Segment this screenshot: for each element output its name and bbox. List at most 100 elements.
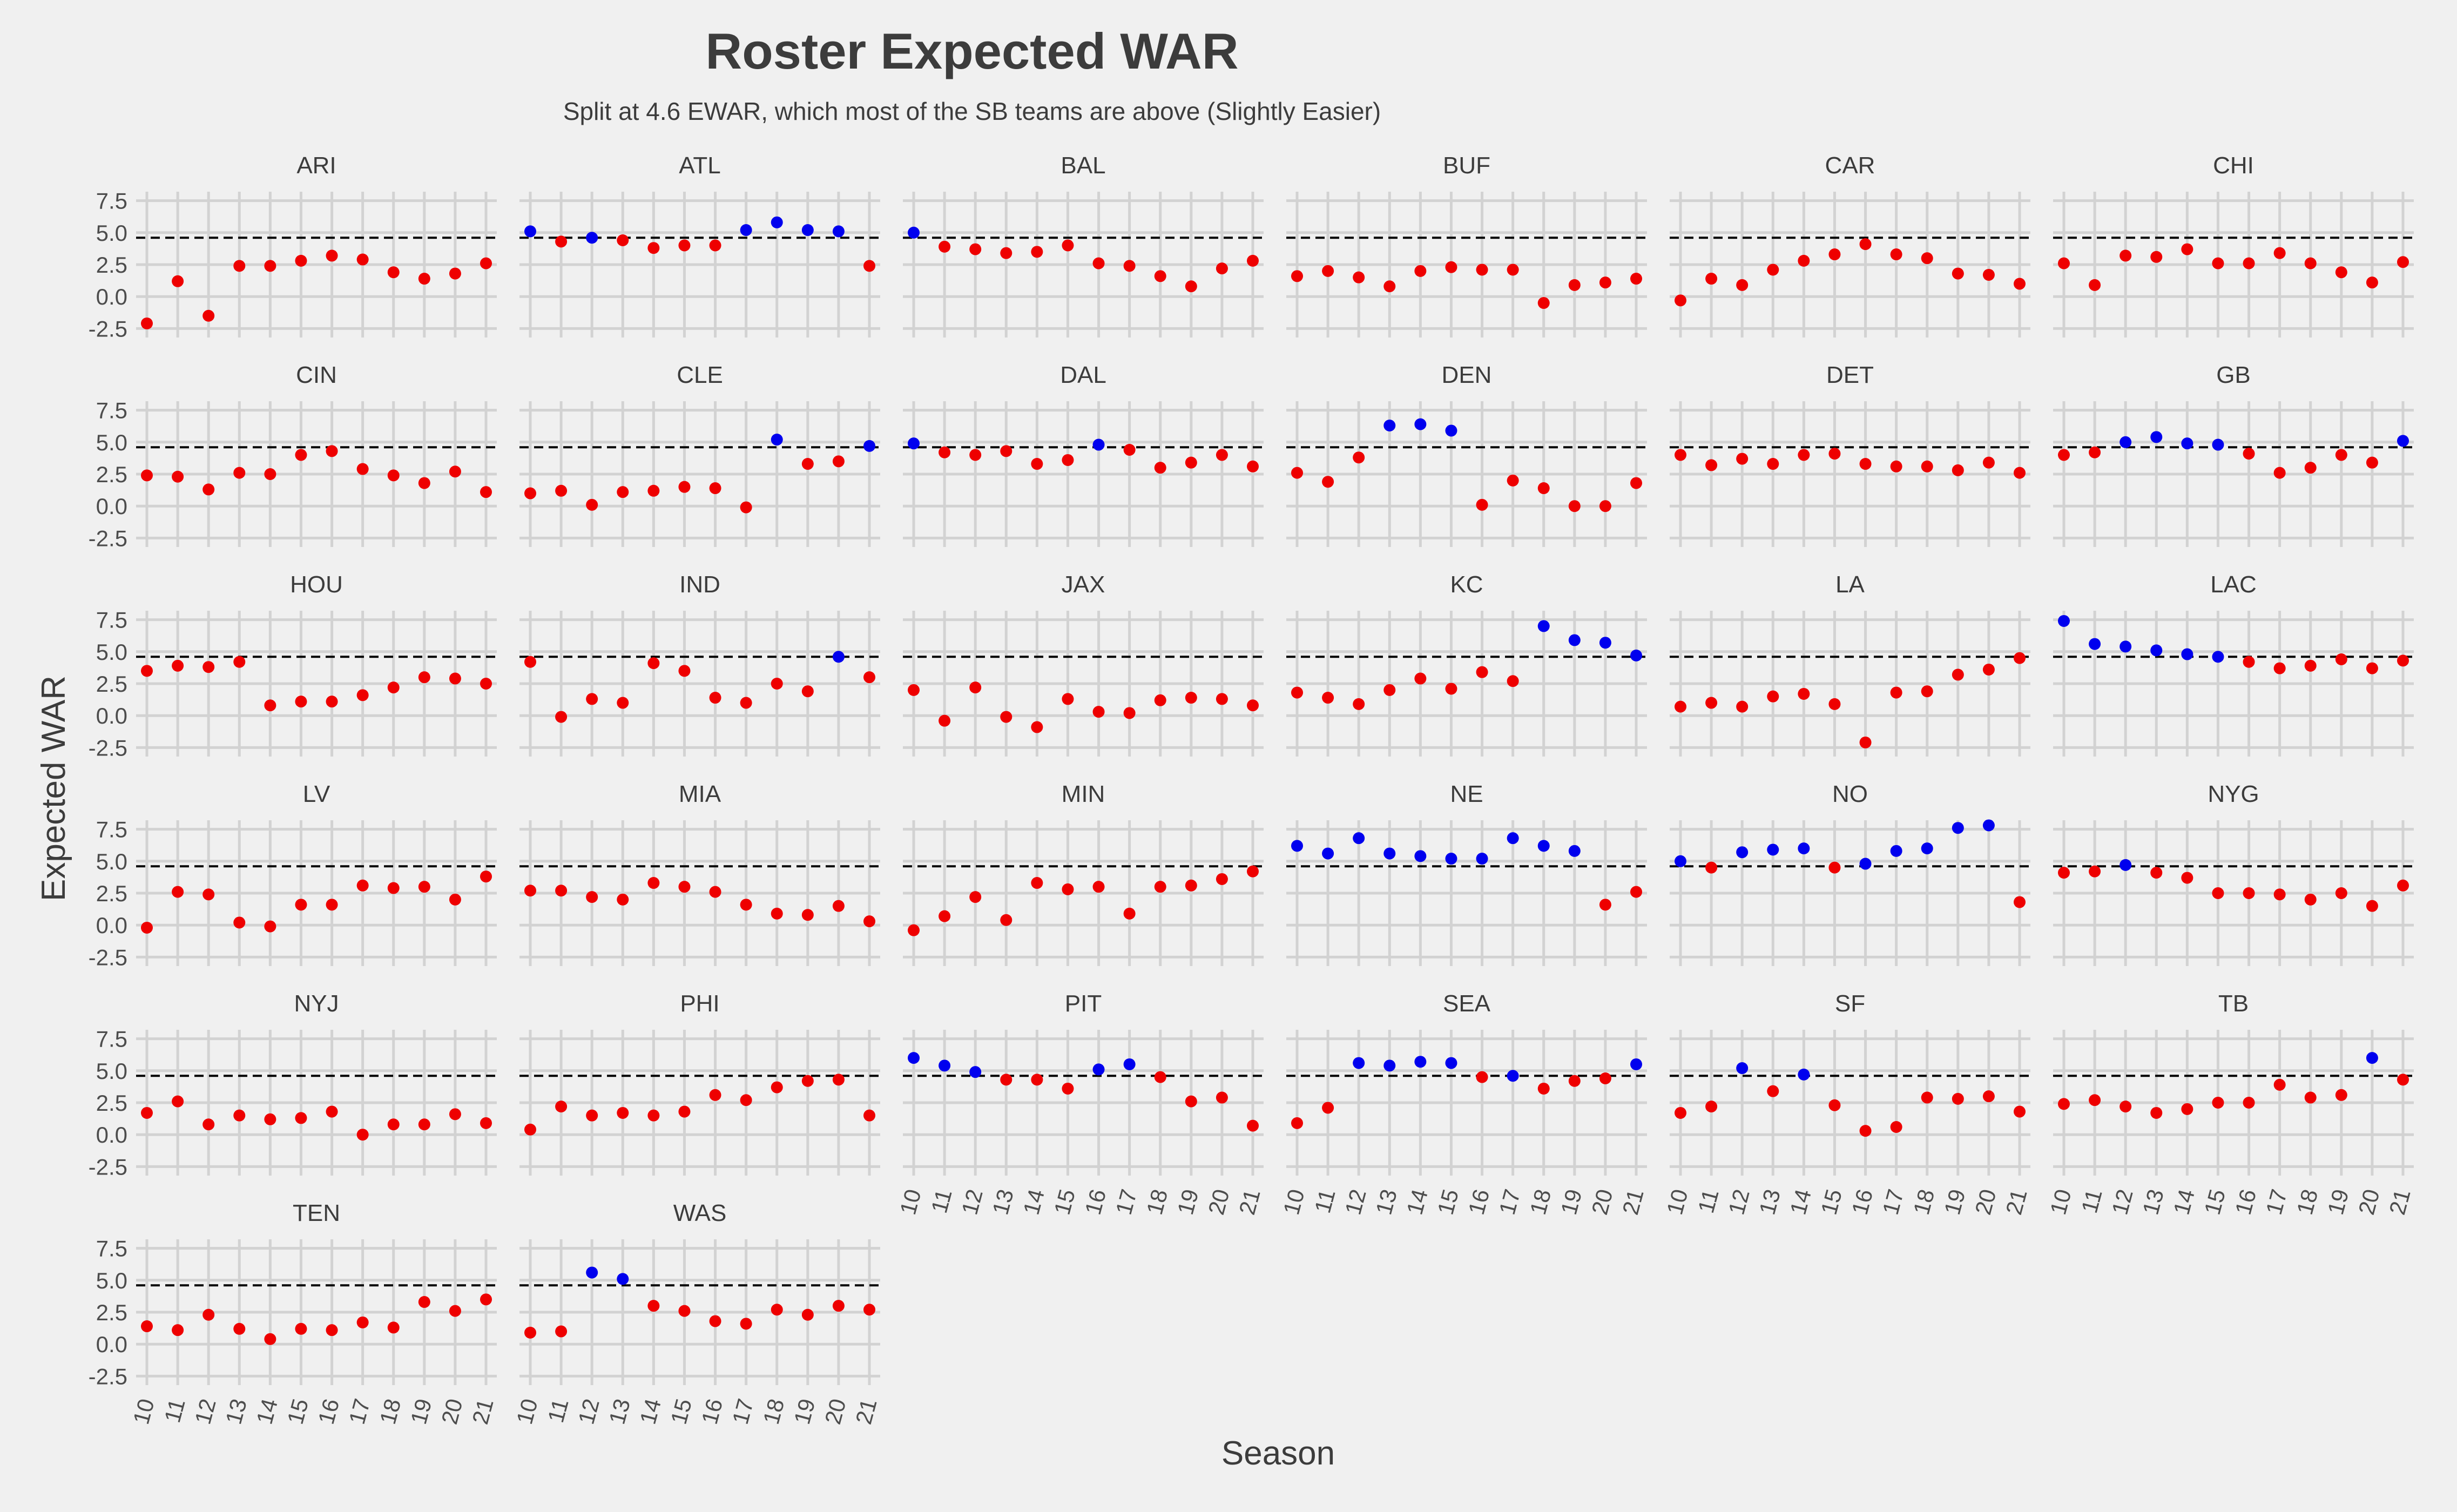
data-point bbox=[2397, 654, 2409, 667]
panel-nyj: NYJ -2.5 0.0 2.5 5.0 7.5 bbox=[89, 990, 497, 1179]
data-point bbox=[1675, 294, 1686, 307]
x-tick-label: 10 bbox=[2045, 1186, 2076, 1217]
data-point bbox=[1031, 721, 1043, 733]
data-point bbox=[480, 1117, 492, 1129]
data-point bbox=[2058, 257, 2070, 269]
x-tick-label: 13 bbox=[1754, 1186, 1785, 1217]
data-point bbox=[2089, 638, 2101, 650]
data-point bbox=[1353, 1057, 1365, 1069]
data-point bbox=[141, 921, 153, 934]
data-point bbox=[586, 693, 598, 705]
x-tick-label: 10 bbox=[895, 1186, 926, 1217]
data-point bbox=[1383, 1059, 1396, 1072]
x-tick-label: 17 bbox=[1494, 1186, 1525, 1217]
data-point bbox=[678, 881, 691, 893]
data-point bbox=[2212, 257, 2224, 269]
y-tick-label: -2.5 bbox=[89, 316, 127, 341]
data-point bbox=[1216, 449, 1228, 461]
data-point bbox=[647, 242, 660, 254]
data-point bbox=[1599, 899, 1611, 911]
data-point bbox=[1767, 264, 1779, 276]
data-point bbox=[387, 882, 400, 894]
data-point bbox=[969, 891, 982, 903]
y-tick-label: 5.0 bbox=[96, 1268, 127, 1293]
data-point bbox=[1476, 853, 1488, 865]
data-point bbox=[678, 481, 691, 493]
data-point bbox=[326, 696, 338, 708]
data-point bbox=[555, 711, 568, 723]
data-point bbox=[172, 659, 184, 672]
x-tick-label: 15 bbox=[2199, 1186, 2230, 1217]
data-point bbox=[233, 467, 246, 479]
x-tick-label: 17 bbox=[2261, 1186, 2292, 1217]
data-point bbox=[480, 1293, 492, 1306]
data-point bbox=[1568, 845, 1581, 857]
x-tick-label: 11 bbox=[1693, 1186, 1724, 1216]
data-point bbox=[2304, 257, 2317, 269]
data-point bbox=[1383, 420, 1396, 431]
data-point bbox=[1675, 855, 1686, 867]
data-point bbox=[555, 484, 568, 497]
data-point bbox=[1154, 881, 1166, 893]
data-point bbox=[2181, 437, 2193, 450]
data-point bbox=[418, 671, 430, 684]
data-point bbox=[740, 224, 752, 237]
panel-title: NYG bbox=[2208, 781, 2259, 807]
data-point bbox=[617, 234, 629, 246]
data-point bbox=[1123, 907, 1136, 920]
data-point bbox=[939, 910, 951, 922]
data-point bbox=[709, 239, 721, 252]
data-point bbox=[2366, 900, 2378, 912]
y-tick-label: 0.0 bbox=[96, 1122, 127, 1148]
data-point bbox=[1599, 500, 1611, 512]
data-point bbox=[1000, 711, 1013, 723]
data-point bbox=[1445, 424, 1457, 437]
panel-jax: JAX bbox=[903, 571, 1264, 757]
y-tick-label: 0.0 bbox=[96, 284, 127, 309]
data-point bbox=[2120, 249, 2132, 262]
data-point bbox=[1445, 261, 1457, 273]
x-tick-label: 11 bbox=[1310, 1186, 1340, 1216]
data-point bbox=[356, 1316, 369, 1328]
x-tick-label: 14 bbox=[252, 1396, 282, 1427]
data-point bbox=[1445, 1057, 1457, 1069]
panel-no: NO bbox=[1670, 781, 2030, 966]
y-tick-label: 7.5 bbox=[96, 817, 127, 842]
y-tick-label: -2.5 bbox=[89, 1154, 127, 1179]
data-point bbox=[264, 1113, 276, 1125]
data-point bbox=[832, 900, 845, 912]
data-point bbox=[326, 1324, 338, 1336]
data-point bbox=[1568, 279, 1581, 291]
data-point bbox=[2212, 1097, 2224, 1109]
data-point bbox=[1414, 418, 1427, 430]
data-point bbox=[908, 226, 920, 239]
data-point bbox=[555, 1325, 568, 1338]
data-point bbox=[1736, 279, 1749, 291]
y-tick-label: 7.5 bbox=[96, 1236, 127, 1261]
panel-atl: ATL bbox=[519, 152, 880, 338]
x-tick-label: 16 bbox=[1463, 1186, 1494, 1217]
data-point bbox=[1000, 445, 1013, 457]
x-tick-label: 10 bbox=[128, 1396, 159, 1427]
data-point bbox=[295, 449, 307, 461]
x-tick-label: 20 bbox=[1587, 1186, 1617, 1217]
x-tick-label: 19 bbox=[1172, 1186, 1203, 1217]
panel-title: LV bbox=[303, 781, 330, 807]
data-point bbox=[2089, 1094, 2101, 1106]
data-point bbox=[418, 477, 430, 489]
data-point bbox=[801, 1075, 814, 1087]
data-point bbox=[264, 468, 276, 480]
y-tick-label: 5.0 bbox=[96, 849, 127, 874]
panel-title: MIN bbox=[1062, 781, 1105, 807]
data-point bbox=[1062, 1082, 1074, 1095]
data-point bbox=[2150, 251, 2163, 263]
y-tick-label: 2.5 bbox=[96, 462, 127, 487]
x-tick-label: 13 bbox=[604, 1396, 634, 1427]
x-tick-label: 18 bbox=[1908, 1186, 1939, 1217]
data-point bbox=[1890, 845, 1902, 857]
data-point bbox=[1383, 280, 1396, 293]
data-point bbox=[233, 916, 246, 929]
data-point bbox=[1185, 1095, 1197, 1108]
data-point bbox=[2366, 662, 2378, 674]
data-point bbox=[1092, 257, 1105, 269]
